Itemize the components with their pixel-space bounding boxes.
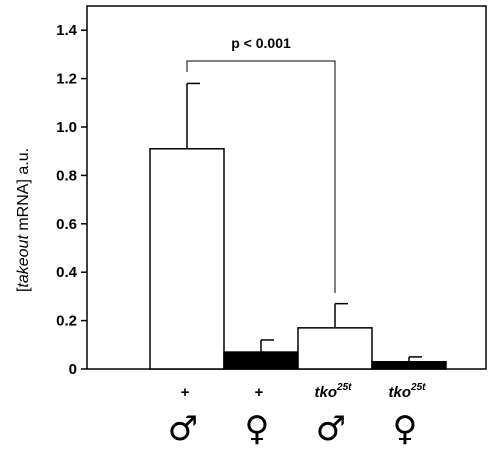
category-labels: + ♂ + ♀ tko25t ♂ tko25t ♀: [168, 382, 426, 449]
bar: [297, 327, 373, 370]
bars: [149, 148, 447, 370]
male-symbol-icon: ♂: [316, 409, 346, 449]
y-tick-label: 0.8: [56, 167, 77, 184]
genotype-label: tko25t: [315, 382, 353, 401]
y-tick-label: 1.4: [56, 22, 78, 39]
female-symbol-icon: ♀: [393, 409, 418, 449]
genotype-label: tko25t: [389, 382, 427, 401]
y-tick-label: 0: [69, 361, 77, 378]
y-tick-label: 0.2: [56, 313, 77, 330]
axes: [takeout mRNA] a.u.: [15, 5, 487, 370]
y-tick-label: 0.6: [56, 216, 77, 233]
genotype-label: +: [255, 384, 264, 401]
female-symbol-icon: ♀: [245, 409, 270, 449]
bar: [149, 148, 225, 370]
bar: [371, 360, 447, 370]
plot-frame: [86, 5, 487, 370]
y-tick-label: 1.2: [56, 71, 77, 88]
p-value-label: p < 0.001: [231, 35, 291, 51]
y-axis-title: [takeout mRNA] a.u.: [15, 148, 32, 292]
error-bars: [186, 82, 422, 362]
significance-annotation: p < 0.001: [186, 35, 336, 293]
y-ticks: 0 0.2 0.4 0.6 0.8 1.0 1.2 1.4: [56, 22, 87, 378]
y-tick-label: 1.0: [56, 119, 77, 136]
y-tick-label: 0.4: [56, 264, 78, 281]
genotype-label: +: [181, 384, 190, 401]
significance-bracket: [186, 60, 336, 293]
male-symbol-icon: ♂: [168, 409, 198, 449]
bar: [223, 351, 299, 370]
